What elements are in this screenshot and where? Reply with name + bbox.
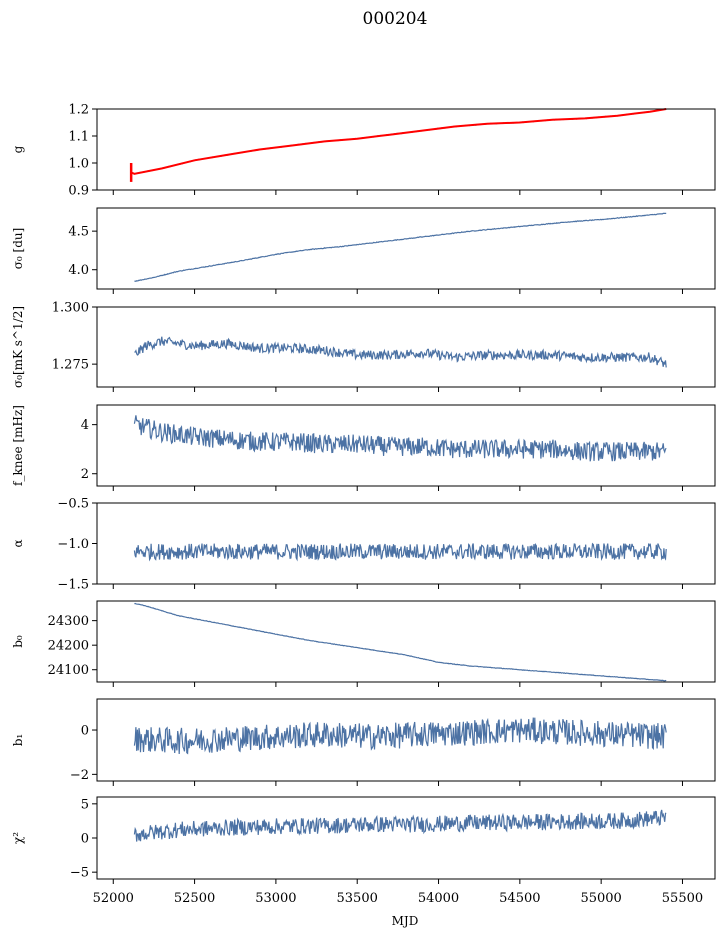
y-axis-label-2: σ₀ [du] (11, 228, 25, 270)
y-tick-label: 0.9 (68, 184, 89, 199)
series-line-3 (134, 336, 667, 368)
y-tick-label: −5 (70, 866, 89, 881)
y-tick-label: 5 (81, 797, 89, 812)
panel-frame (96, 108, 716, 191)
panel-2: 4.0 4.5 σ₀ [du] (11, 207, 716, 294)
y-axis-label-5: α (11, 539, 25, 547)
y-tick-label: 24100 (48, 663, 89, 678)
panel-4: 2 4 f_knee [mHz] (11, 404, 716, 491)
x-axis-label: MJD (392, 914, 419, 928)
panel-frame (96, 502, 716, 585)
series-line-2 (134, 212, 667, 282)
x-tick-label: 54500 (499, 891, 540, 906)
series-line-6 (134, 602, 667, 682)
x-tick-label: 53500 (337, 891, 378, 906)
y-tick-label: −2 (70, 768, 89, 783)
y-tick-label: 0 (81, 724, 89, 739)
panel-frame (96, 698, 716, 782)
series-line-7 (133, 717, 667, 755)
y-tick-label: 1.1 (68, 130, 89, 145)
panel-frame (96, 796, 716, 880)
panel-3: 1.275 1.300 σ₀[mK s^1/2] (11, 301, 716, 392)
y-axis-label-7: b₁ (11, 734, 25, 747)
x-tick-label: 55000 (580, 891, 621, 906)
panel-frame (96, 404, 716, 487)
x-tick-label: 52500 (174, 891, 215, 906)
x-tick-label: 53000 (255, 891, 296, 906)
panel-6: 24100 24200 24300 b₀ (11, 600, 716, 687)
y-axis-label-1: g (11, 145, 25, 153)
series-line-8 (133, 809, 667, 842)
x-tick-label: 55500 (662, 891, 703, 906)
y-tick-label: −1.0 (57, 537, 89, 552)
y-axis-label-6: b₀ (11, 635, 25, 648)
y-tick-label: −1.5 (57, 578, 89, 593)
y-tick-label: 1.300 (52, 301, 89, 316)
y-tick-label: 24200 (48, 639, 89, 654)
series-line-5 (133, 542, 667, 562)
panel-5: −1.5 −1.0 −0.5 α (11, 497, 716, 593)
panel-frame (96, 306, 716, 388)
y-tick-label: 4 (81, 418, 89, 433)
panel-8: −5 0 5 χ² (11, 796, 716, 884)
y-axis-label-8: χ² (11, 832, 25, 844)
overlay-line (130, 108, 667, 175)
y-tick-label: 1.2 (68, 103, 89, 118)
panel-frame (96, 600, 716, 683)
panel-1: 0.9 1.0 1.1 1.2 g (11, 103, 716, 199)
y-tick-label: 4.5 (68, 225, 89, 240)
y-tick-label: −0.5 (57, 497, 89, 512)
x-tick-label: 54000 (418, 891, 459, 906)
y-axis-label-4: f_knee [mHz] (11, 405, 25, 486)
panels: 0.9 1.0 1.1 1.2 g 4.0 4.5 σ₀ [du] 1.275 1.300 σ₀[m… (11, 103, 716, 906)
figure-title: 000204 (363, 9, 428, 29)
y-axis-label-3: σ₀[mK s^1/2] (11, 306, 25, 388)
y-tick-label: 24300 (48, 614, 89, 629)
x-tick-label: 52000 (93, 891, 134, 906)
y-tick-label: 1.275 (52, 358, 89, 373)
panel-frame (96, 207, 716, 290)
y-tick-label: 2 (81, 467, 89, 482)
y-tick-label: 1.0 (68, 157, 89, 172)
y-tick-label: 0 (81, 832, 89, 847)
y-tick-label: 4.0 (68, 263, 89, 278)
series-line-4 (133, 415, 667, 462)
panel-7: −2 0 b₁ (11, 698, 716, 786)
